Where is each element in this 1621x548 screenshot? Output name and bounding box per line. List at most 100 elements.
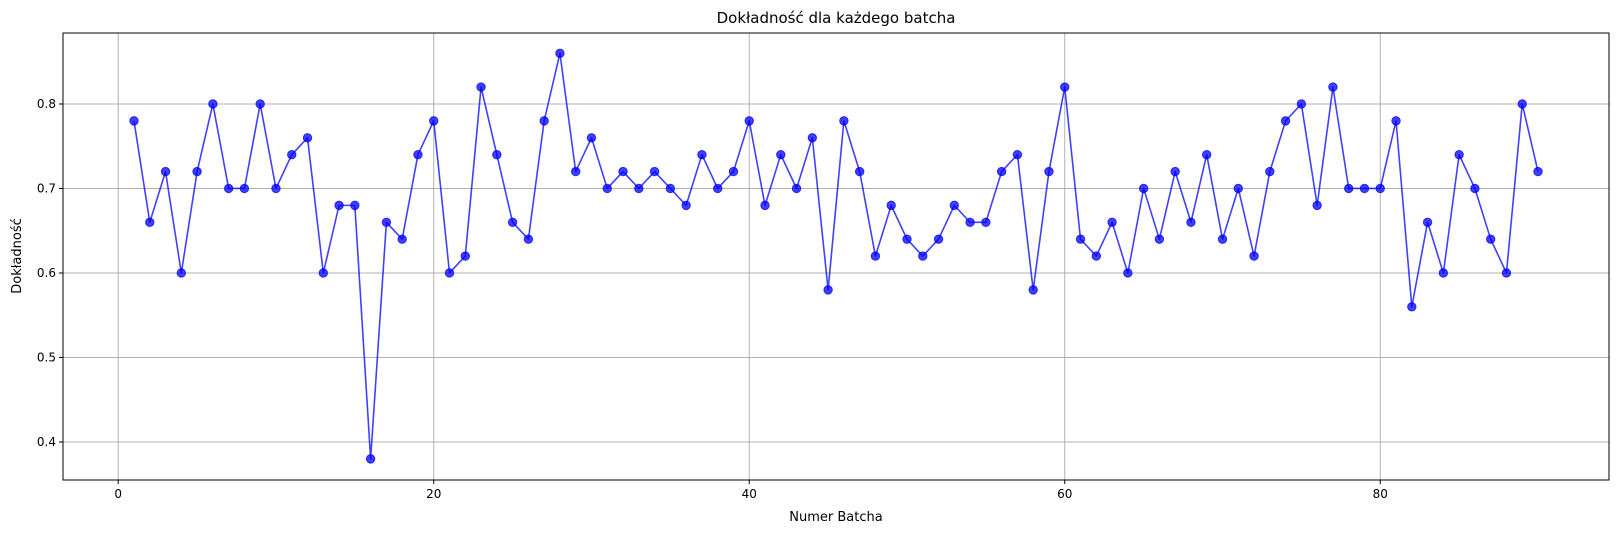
data-point	[918, 251, 928, 261]
data-point	[634, 183, 644, 194]
data-point	[1344, 183, 1354, 194]
data-point	[1075, 234, 1086, 244]
data-point	[129, 116, 139, 126]
data-point	[902, 234, 912, 244]
data-point	[1359, 183, 1370, 194]
data-point	[160, 166, 171, 177]
data-point	[1060, 82, 1070, 92]
data-point	[744, 116, 754, 126]
y-tick-label: 0.6	[37, 266, 56, 280]
data-point	[807, 133, 818, 143]
data-point	[854, 166, 865, 177]
data-point	[1407, 302, 1417, 312]
data-point	[712, 183, 723, 194]
data-point	[192, 166, 202, 177]
data-point	[1138, 183, 1149, 194]
data-point	[1296, 99, 1307, 109]
data-point	[681, 200, 691, 211]
y-tick-label: 0.7	[37, 181, 56, 195]
data-point	[1170, 166, 1180, 177]
series-line-group	[133, 52, 1539, 460]
data-point	[1391, 116, 1401, 126]
data-point	[413, 149, 423, 160]
data-point	[1028, 285, 1038, 295]
data-point	[1233, 183, 1243, 194]
data-point	[255, 99, 265, 109]
data-point	[965, 217, 975, 227]
data-point	[886, 200, 896, 211]
plot-frame	[62, 32, 1610, 481]
data-point	[271, 183, 281, 194]
data-point	[1154, 234, 1165, 244]
data-point	[397, 234, 407, 244]
data-point	[1107, 217, 1117, 227]
data-point	[776, 149, 786, 160]
data-point	[1217, 234, 1228, 244]
data-point	[1422, 217, 1433, 227]
x-tick-label: 60	[1057, 487, 1072, 501]
data-point	[870, 251, 881, 261]
data-point	[429, 116, 439, 126]
data-point	[539, 116, 549, 126]
data-point	[1454, 149, 1464, 160]
y-tick-label: 0.8	[37, 97, 56, 111]
data-point	[823, 285, 833, 295]
data-point	[665, 183, 676, 194]
data-point	[1517, 99, 1527, 109]
data-point	[1328, 82, 1338, 92]
data-point	[933, 234, 944, 244]
y-axis-label: Dokładność	[10, 218, 25, 294]
data-point	[334, 200, 344, 211]
data-point	[1091, 251, 1102, 261]
data-point	[1265, 166, 1275, 177]
data-point	[287, 149, 297, 160]
data-point	[208, 99, 218, 109]
data-point	[1044, 166, 1054, 177]
data-point	[492, 149, 502, 160]
data-point	[602, 183, 612, 194]
data-point	[302, 133, 313, 143]
data-point	[1312, 200, 1322, 211]
grid	[63, 33, 1609, 480]
data-point	[507, 217, 518, 227]
data-point	[586, 133, 597, 143]
y-tick-label: 0.5	[37, 350, 56, 364]
data-point	[1012, 149, 1023, 160]
data-point	[571, 166, 581, 177]
data-point	[649, 166, 660, 177]
data-point	[1501, 268, 1512, 278]
data-point	[239, 183, 250, 194]
y-tick-label: 0.4	[37, 435, 56, 449]
series-line	[133, 52, 1539, 460]
data-point	[1186, 217, 1196, 227]
data-point	[1470, 183, 1480, 194]
data-point	[350, 200, 360, 211]
x-tick-label: 0	[114, 487, 122, 501]
data-point	[760, 200, 770, 211]
data-point	[1202, 149, 1212, 160]
x-tick-label: 80	[1373, 487, 1388, 501]
data-point	[618, 166, 628, 177]
data-point	[996, 166, 1007, 177]
y-axis-ticks: 0.4 0.5 0.6 0.7 0.8	[37, 97, 63, 449]
data-point	[381, 217, 392, 227]
data-point	[555, 48, 565, 58]
data-point	[476, 82, 486, 92]
data-point	[223, 183, 234, 194]
data-point	[1533, 166, 1543, 177]
data-point	[444, 268, 455, 278]
chart-title: Dokładność dla każdego batcha	[717, 9, 956, 27]
data-point	[1375, 183, 1385, 194]
data-point	[176, 268, 187, 278]
data-point	[523, 234, 534, 244]
data-point	[145, 217, 155, 227]
data-point	[1249, 251, 1259, 261]
data-point	[697, 149, 707, 160]
x-axis-ticks: 0 20 40 60 80	[114, 480, 1388, 501]
data-point	[365, 454, 376, 464]
x-tick-label: 20	[426, 487, 441, 501]
data-points	[129, 48, 1543, 464]
data-point	[318, 268, 328, 278]
